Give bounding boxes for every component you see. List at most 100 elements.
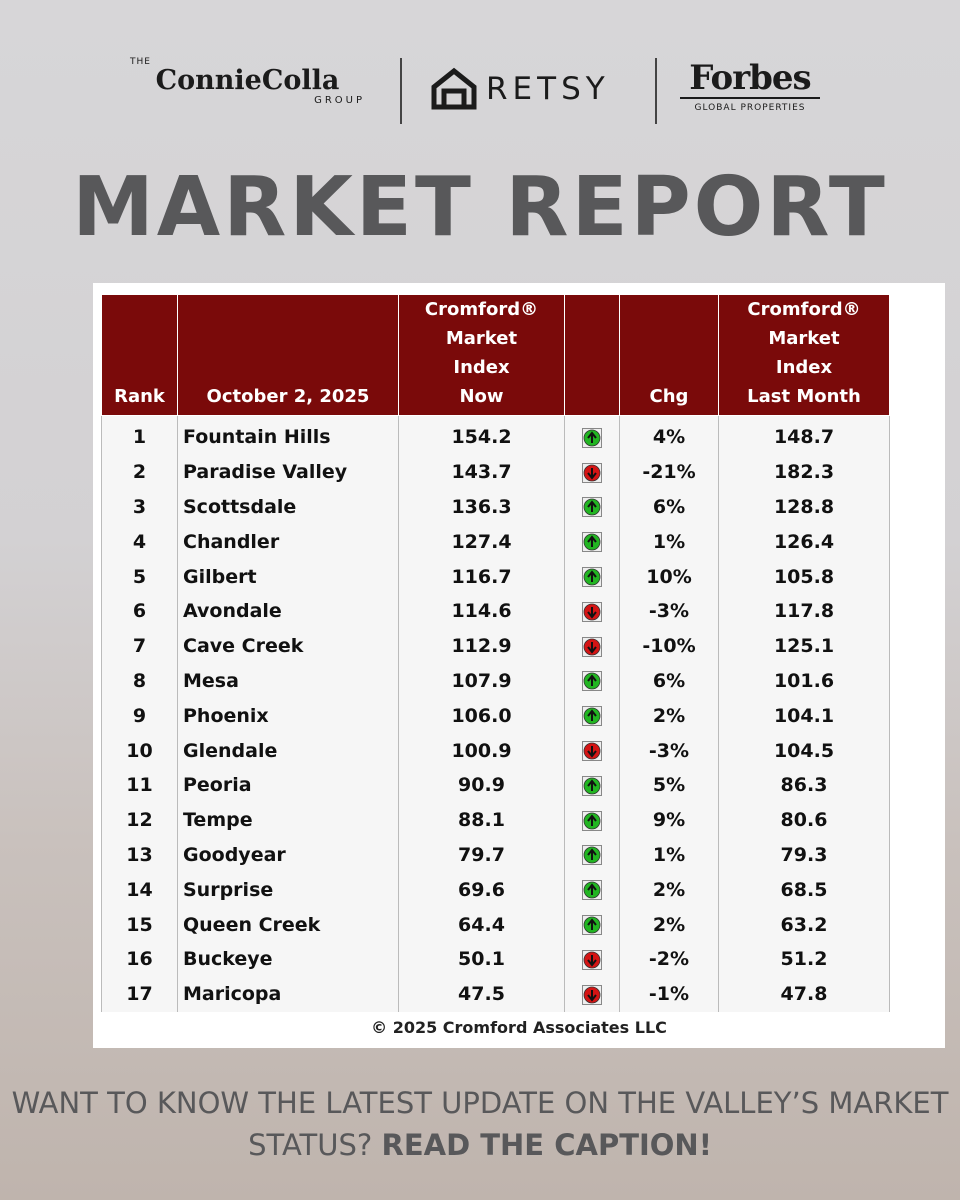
table-cell: 2% bbox=[619, 872, 719, 908]
call-to-action: WANT TO KNOW THE LATEST UPDATE ON THE VA… bbox=[0, 1082, 960, 1166]
table-cell: Peoria bbox=[177, 767, 399, 803]
table-cell: Scottsdale bbox=[177, 489, 399, 525]
table-row: 3 Scottsdale 136.3 6% 128.8 bbox=[101, 489, 890, 525]
table-cell: 47.5 bbox=[398, 976, 565, 1012]
trend-icon bbox=[582, 880, 602, 901]
table-cell: 51.2 bbox=[718, 941, 890, 977]
table-cell: 105.8 bbox=[718, 559, 890, 594]
trend-icon bbox=[582, 636, 602, 657]
table-cell: 68.5 bbox=[718, 872, 890, 908]
table-row: 15 Queen Creek 64.4 2% 63.2 bbox=[101, 907, 890, 942]
table-cell: 114.6 bbox=[398, 593, 565, 629]
table-cell: Surprise bbox=[177, 872, 399, 908]
table-cell: Maricopa bbox=[177, 976, 399, 1012]
table-cell: 7 bbox=[101, 628, 178, 664]
trend-icon bbox=[582, 810, 602, 831]
table-row: 8 Mesa 107.9 6% 101.6 bbox=[101, 663, 890, 699]
table-cell: 106.0 bbox=[398, 698, 565, 734]
table-cell: 12 bbox=[101, 802, 178, 838]
table-cell: 3 bbox=[101, 489, 178, 525]
table-cell: 11 bbox=[101, 767, 178, 803]
header-line: Now bbox=[459, 386, 504, 407]
table-row: 12 Tempe 88.1 9% 80.6 bbox=[101, 802, 890, 838]
table-cell: 2 bbox=[101, 454, 178, 490]
table-cell: -10% bbox=[619, 628, 719, 664]
table-row: 7 Cave Creek 112.9 -10% 125.1 bbox=[101, 628, 890, 664]
table-cell: 6% bbox=[619, 663, 719, 699]
table-cell: 13 bbox=[101, 837, 178, 873]
trend-icon bbox=[582, 497, 602, 518]
logos: THE ConnieColla GROUP RETSY Forbes GLOBA… bbox=[0, 55, 960, 130]
trend-cell bbox=[564, 907, 620, 942]
trend-icon bbox=[582, 601, 602, 622]
table-cell: 101.6 bbox=[718, 663, 890, 699]
trend-cell bbox=[564, 628, 620, 664]
market-table: Rank October 2, 2025 Cromford® Market Inde… bbox=[101, 294, 890, 1012]
trend-cell bbox=[564, 872, 620, 908]
trend-cell bbox=[564, 593, 620, 629]
table-cell: 50.1 bbox=[398, 941, 565, 977]
logo-text: ConnieColla bbox=[155, 65, 340, 96]
table-cell: 5% bbox=[619, 767, 719, 803]
table-cell: 63.2 bbox=[718, 907, 890, 942]
header-line: Index bbox=[453, 357, 510, 378]
header-cell bbox=[564, 294, 620, 416]
table-cell: -1% bbox=[619, 976, 719, 1012]
trend-icon bbox=[582, 706, 602, 727]
table-cell: 88.1 bbox=[398, 802, 565, 838]
table-cell: 17 bbox=[101, 976, 178, 1012]
trend-cell bbox=[564, 698, 620, 734]
title: MARKET REPORT bbox=[72, 160, 888, 255]
separator bbox=[400, 58, 402, 124]
header-line: Market bbox=[445, 328, 518, 349]
header-line: Last Month bbox=[747, 386, 861, 407]
table-cell: 143.7 bbox=[398, 454, 565, 490]
header-cell: Cromford® Market Index Now bbox=[398, 294, 565, 416]
cta-emphasis: READ THE CAPTION! bbox=[381, 1128, 712, 1162]
trend-icon bbox=[582, 567, 602, 588]
trend-cell bbox=[564, 524, 620, 560]
trend-cell bbox=[564, 454, 620, 490]
table-cell: Fountain Hills bbox=[177, 415, 399, 455]
table-cell: 10% bbox=[619, 559, 719, 594]
header-cell: Chg bbox=[619, 294, 719, 416]
logo-text: Forbes bbox=[680, 59, 820, 99]
table-cell: 79.3 bbox=[718, 837, 890, 873]
header-line: Market bbox=[768, 328, 840, 349]
trend-icon bbox=[582, 984, 602, 1005]
table-cell: 104.5 bbox=[718, 733, 890, 768]
trend-icon bbox=[582, 949, 602, 970]
table-cell: Mesa bbox=[177, 663, 399, 699]
table-cell: 128.8 bbox=[718, 489, 890, 525]
table-cell: -3% bbox=[619, 593, 719, 629]
table-cell: Cave Creek bbox=[177, 628, 399, 664]
table-cell: Glendale bbox=[177, 733, 399, 768]
trend-icon bbox=[582, 775, 602, 796]
trend-cell bbox=[564, 415, 620, 455]
logo-text: GROUP bbox=[314, 95, 365, 106]
table-cell: 127.4 bbox=[398, 524, 565, 560]
header-cell: Cromford® Market Index Last Month bbox=[718, 294, 890, 416]
logo-text: RETSY bbox=[486, 71, 610, 107]
header-cell: Rank bbox=[101, 294, 178, 416]
table-row: 1 Fountain Hills 154.2 4% 148.7 bbox=[101, 415, 890, 455]
table-row: 17 Maricopa 47.5 -1% 47.8 bbox=[101, 976, 890, 1012]
table-cell: -3% bbox=[619, 733, 719, 768]
table-cell: 154.2 bbox=[398, 415, 565, 455]
table-cell: 126.4 bbox=[718, 524, 890, 560]
table-cell: Phoenix bbox=[177, 698, 399, 734]
table-cell: Goodyear bbox=[177, 837, 399, 873]
trend-icon bbox=[582, 462, 602, 483]
table-cell: 14 bbox=[101, 872, 178, 908]
table-cell: 6 bbox=[101, 593, 178, 629]
table-cell: 69.6 bbox=[398, 872, 565, 908]
table-cell: Chandler bbox=[177, 524, 399, 560]
house-icon bbox=[431, 67, 477, 110]
table-cell: 2% bbox=[619, 698, 719, 734]
table-cell: 15 bbox=[101, 907, 178, 942]
logo-text: GLOBAL PROPERTIES bbox=[694, 103, 806, 113]
trend-cell bbox=[564, 976, 620, 1012]
logo-text: THE bbox=[130, 57, 151, 67]
table-cell: 6% bbox=[619, 489, 719, 525]
